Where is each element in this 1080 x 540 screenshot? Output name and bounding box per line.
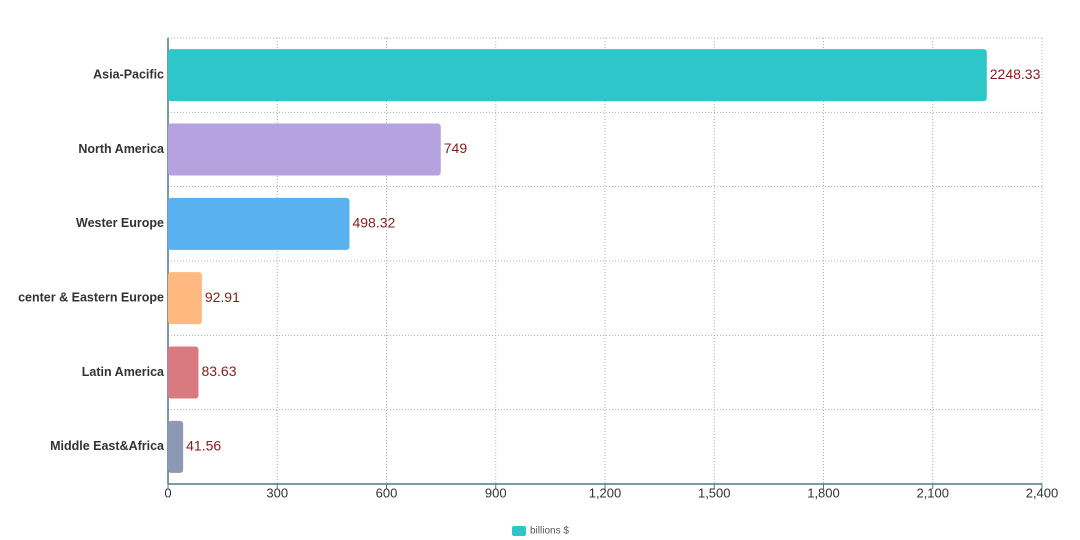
x-tick-label: 900 [485, 485, 507, 500]
x-tick-label: 1,500 [698, 485, 731, 500]
bar [168, 49, 987, 102]
value-label: 83.63 [201, 363, 236, 379]
x-tick-label: 2,100 [916, 485, 949, 500]
legend-swatch [512, 526, 526, 536]
value-label: 92.91 [205, 289, 240, 305]
bar [168, 272, 202, 325]
x-tick-label: 0 [164, 485, 171, 500]
y-tick-label: center & Eastern Europe [18, 290, 164, 304]
value-label: 749 [444, 140, 468, 156]
x-tick-label: 1,200 [589, 485, 622, 500]
x-tick-label: 600 [376, 485, 398, 500]
y-tick-label: Wester Europe [76, 216, 164, 230]
y-tick-label: Latin America [82, 365, 165, 379]
x-tick-label: 1,800 [807, 485, 840, 500]
bar [168, 346, 199, 399]
value-label: 41.56 [186, 438, 221, 454]
value-label: 498.32 [352, 215, 395, 231]
bar [168, 197, 350, 250]
x-tick-label: 300 [266, 485, 288, 500]
x-tick-label: 2,400 [1026, 485, 1059, 500]
bar [168, 123, 441, 176]
y-tick-label: Asia-Pacific [93, 67, 164, 81]
y-tick-label: Middle East&Africa [50, 439, 165, 453]
legend-label: billions $ [530, 526, 569, 537]
y-tick-label: North America [78, 142, 165, 156]
bar [168, 420, 184, 473]
value-label: 2248.33 [990, 66, 1041, 82]
